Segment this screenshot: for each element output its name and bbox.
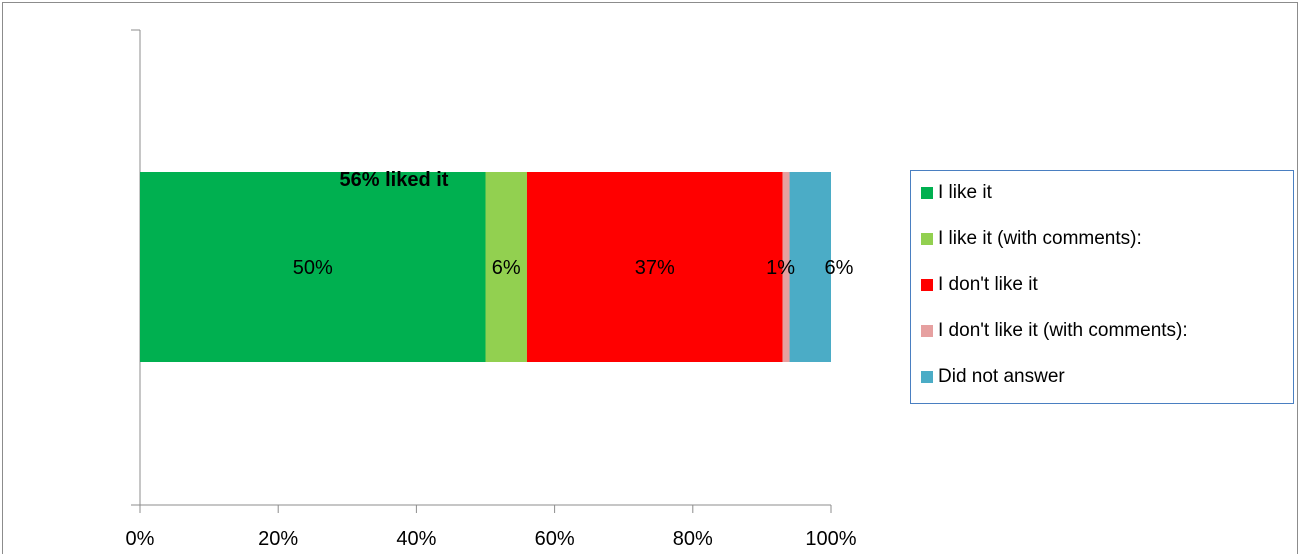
bar-segment — [782, 172, 790, 362]
x-tick-label: 100% — [805, 528, 856, 550]
legend-item: Did not answer — [921, 365, 1065, 389]
legend-label: Did not answer — [938, 366, 1065, 387]
bar-segment — [485, 172, 527, 362]
legend-item: I like it (with comments): — [921, 227, 1142, 251]
legend-label: I like it — [938, 182, 992, 203]
data-label: 6% — [492, 257, 521, 279]
legend-swatch — [921, 325, 933, 337]
legend-item: I don't like it — [921, 273, 1038, 297]
bar-segment — [789, 172, 831, 362]
chart-annotation: 56% liked it — [340, 169, 449, 191]
legend: I like it I like it (with comments): I don… — [910, 170, 1294, 404]
legend-item: I like it — [921, 181, 992, 205]
x-axis-ticks: 0% 20% 40% 60% 80% 100% — [126, 505, 857, 550]
x-tick-label: 20% — [258, 528, 298, 550]
legend-swatch — [921, 371, 933, 383]
data-label: 1% — [766, 257, 795, 279]
legend-swatch — [921, 187, 933, 199]
legend-item: I don't like it (with comments): — [921, 319, 1188, 343]
bar-segment — [140, 172, 486, 362]
legend-label: I don't like it (with comments): — [938, 320, 1188, 341]
legend-label: I don't like it — [938, 274, 1038, 295]
data-label: 50% — [293, 257, 333, 279]
data-label: 37% — [635, 257, 675, 279]
bar-segments — [140, 172, 831, 362]
legend-label: I like it (with comments): — [938, 228, 1142, 249]
legend-swatch — [921, 233, 933, 245]
bar-segment — [526, 172, 783, 362]
x-tick-label: 80% — [673, 528, 713, 550]
x-tick-label: 40% — [396, 528, 436, 550]
data-labels: 50% 6% 37% 1% 6% — [293, 257, 854, 279]
legend-swatch — [921, 279, 933, 291]
x-tick-label: 0% — [126, 528, 155, 550]
data-label: 6% — [825, 257, 854, 279]
x-tick-label: 60% — [535, 528, 575, 550]
